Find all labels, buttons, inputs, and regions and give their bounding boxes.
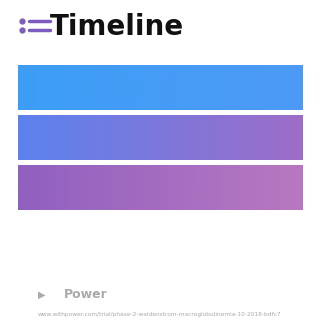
Bar <box>291 115 302 127</box>
Bar <box>18 165 40 188</box>
Text: Varies: Varies <box>245 130 290 145</box>
Circle shape <box>280 137 302 160</box>
Bar <box>280 87 302 110</box>
Circle shape <box>18 137 40 160</box>
Bar <box>280 115 302 138</box>
Circle shape <box>18 165 40 188</box>
Bar <box>291 65 302 77</box>
Bar <box>280 187 302 210</box>
Bar <box>18 187 40 210</box>
Text: ▶: ▶ <box>38 289 45 299</box>
Bar <box>291 98 302 110</box>
Circle shape <box>280 115 302 138</box>
Bar <box>18 115 40 138</box>
Circle shape <box>280 187 302 210</box>
Bar <box>18 165 29 177</box>
Bar <box>18 115 29 127</box>
Bar <box>291 165 302 177</box>
Bar <box>18 137 40 160</box>
Bar <box>280 137 302 160</box>
Text: Screening ~: Screening ~ <box>35 80 125 95</box>
Text: Power: Power <box>64 288 108 301</box>
Bar <box>18 65 29 77</box>
Bar <box>18 87 40 110</box>
Circle shape <box>18 187 40 210</box>
Bar <box>291 148 302 160</box>
Circle shape <box>280 87 302 110</box>
Bar <box>18 148 29 160</box>
Text: up to 24 months: up to 24 months <box>168 180 290 195</box>
Bar <box>18 65 40 88</box>
Circle shape <box>18 87 40 110</box>
Bar <box>18 98 29 110</box>
Bar <box>291 198 302 210</box>
Text: Treatment ~: Treatment ~ <box>35 130 127 145</box>
Text: Timeline: Timeline <box>50 13 184 41</box>
Bar <box>280 65 302 88</box>
Circle shape <box>18 115 40 138</box>
Text: www.withpower.com/trial/phase-2-waldenstrom-macroglobulinemia-10-2018-bdfc7: www.withpower.com/trial/phase-2-waldenst… <box>38 312 282 317</box>
Circle shape <box>18 65 40 88</box>
Circle shape <box>280 165 302 188</box>
Bar <box>18 198 29 210</box>
Text: Follow ups ~: Follow ups ~ <box>35 180 129 195</box>
Bar <box>280 165 302 188</box>
Text: 3 weeks: 3 weeks <box>229 80 290 95</box>
Circle shape <box>280 65 302 88</box>
